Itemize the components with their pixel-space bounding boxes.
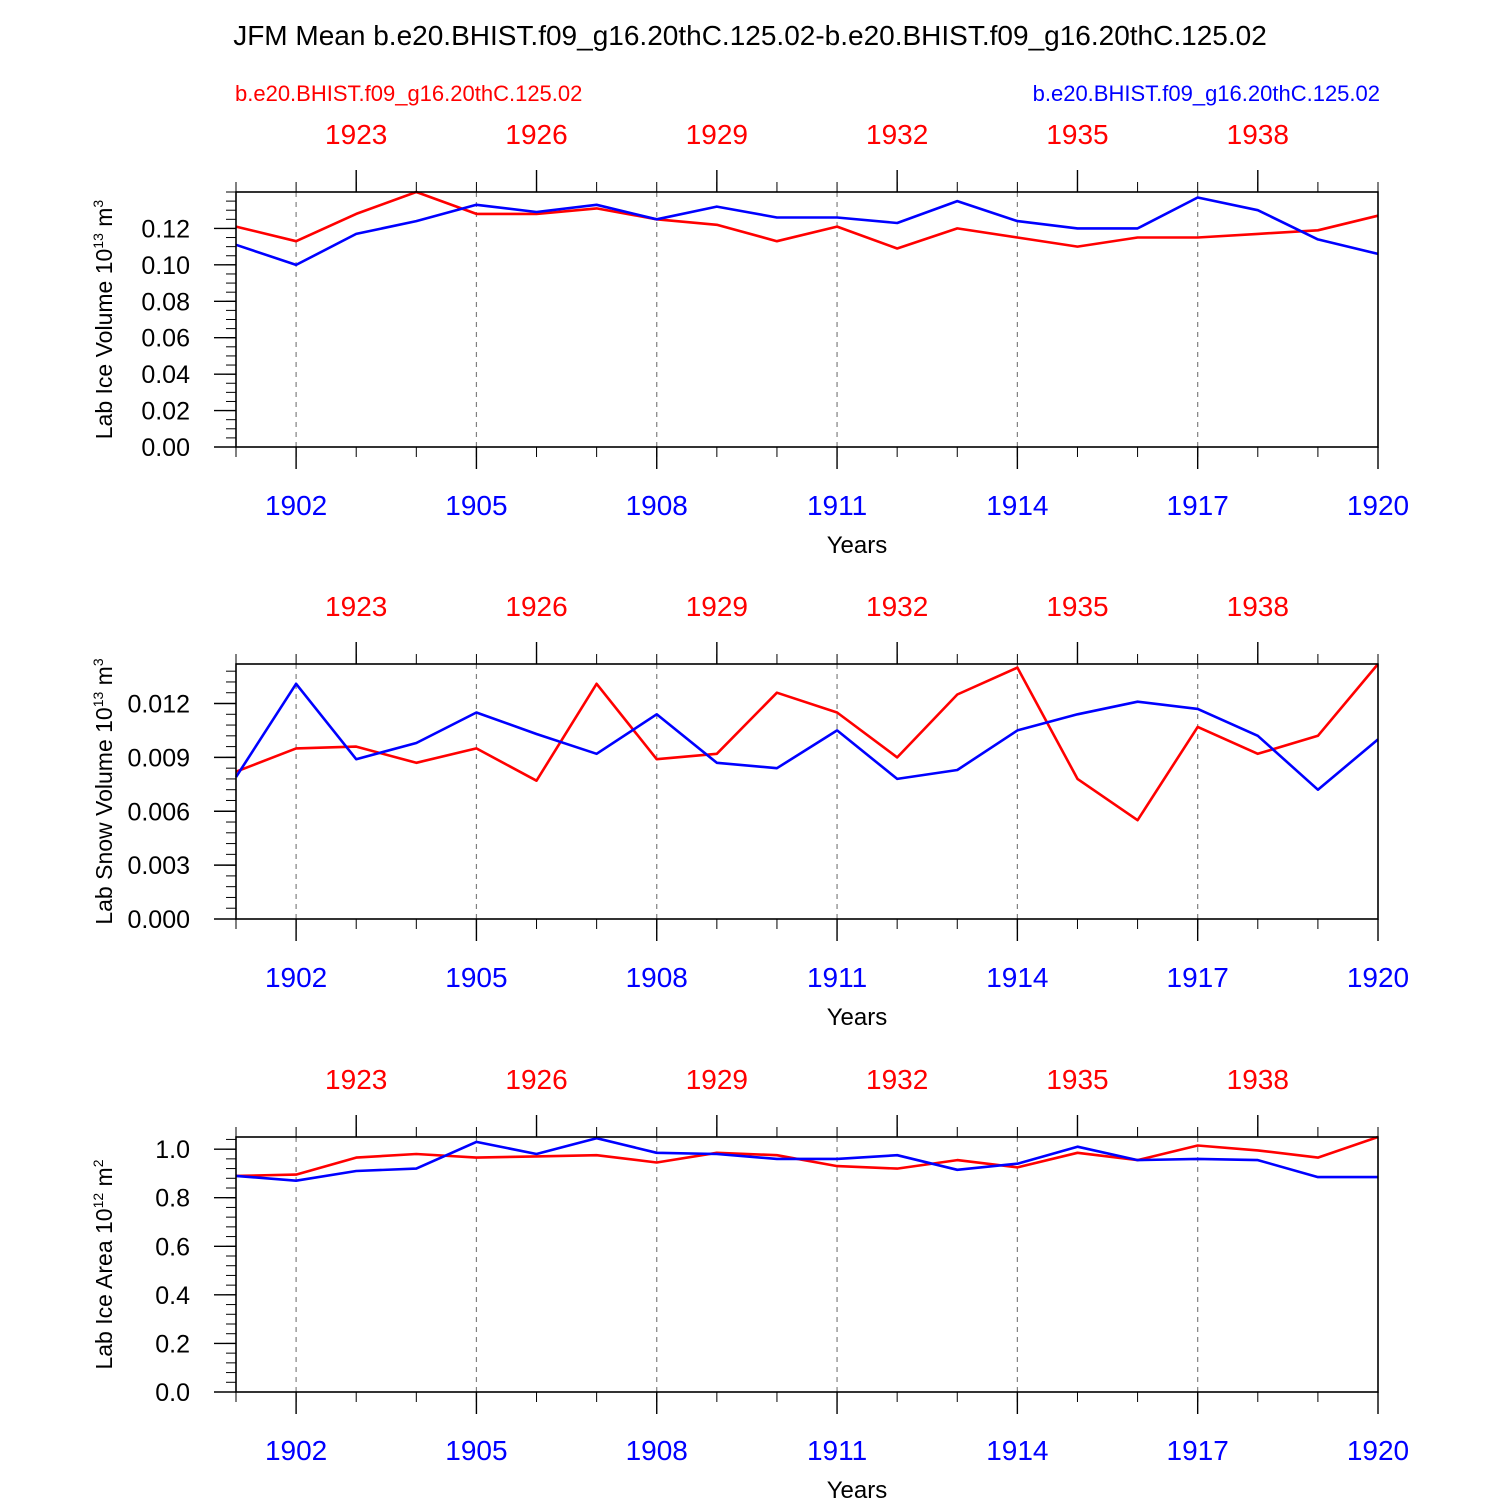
y-tick-label: 0.006 [127, 798, 190, 826]
top-tick-label: 1923 [325, 119, 387, 150]
legend-blue-case: b.e20.BHIST.f09_g16.20thC.125.02 [1033, 81, 1380, 106]
x-tick-label: 1908 [626, 962, 688, 993]
y-tick-label: 0.000 [127, 906, 190, 934]
x-tick-label: 1917 [1167, 1435, 1229, 1466]
y-tick-label: 0.08 [141, 288, 190, 316]
top-tick-label: 1926 [505, 591, 567, 622]
y-axis-label-unit-exponent: 2 [90, 1159, 106, 1167]
top-tick-label: 1929 [686, 119, 748, 150]
y-tick-label: 0.009 [127, 744, 190, 772]
x-tick-label: 1905 [445, 962, 507, 993]
x-tick-label: 1914 [986, 490, 1048, 521]
series-blue-line [235, 196, 1379, 267]
series-red-line [235, 190, 1379, 250]
y-axis-label-exponent: 13 [90, 233, 106, 249]
plot-frame [235, 1136, 1379, 1393]
panel-2: 0.000 0.003 0.006 0.009 0.012 1902 1905 1908 191… [90, 591, 1409, 1031]
y-axis-label-exponent: 12 [90, 1193, 106, 1209]
top-tick-label: 1938 [1227, 1064, 1289, 1095]
y-tick-label: 0.8 [155, 1185, 190, 1213]
y-axis-label-text: Lab Snow Volume 10 [91, 707, 117, 924]
y-axis-label-unit: m [91, 1167, 117, 1193]
x-tick-label: 1914 [986, 1435, 1048, 1466]
x-tick-label: 1908 [626, 490, 688, 521]
top-tick-label: 1926 [505, 1064, 567, 1095]
panel-3: 0.0 0.2 0.4 0.6 0.8 1.0 1902 1905 1908 1911 1914 19… [90, 1064, 1409, 1500]
y-tick-label: 0.10 [141, 252, 190, 280]
y-axis-label-text: Lab Ice Volume 10 [91, 249, 117, 440]
y-tick-label: 0.003 [127, 852, 190, 880]
top-tick-label: 1938 [1227, 591, 1289, 622]
series-blue-line [235, 1136, 1378, 1182]
x-axis-label: Years [827, 532, 888, 559]
top-tick-label: 1923 [325, 1064, 387, 1095]
x-tick-label: 1920 [1347, 490, 1409, 521]
series-red-line [235, 663, 1379, 822]
x-tick-label: 1920 [1347, 962, 1409, 993]
top-tick-label: 1932 [866, 591, 928, 622]
x-tick-label: 1911 [807, 490, 867, 521]
x-tick-label: 1902 [265, 962, 327, 993]
top-tick-label: 1926 [505, 119, 567, 150]
series-red-line [235, 1135, 1379, 1178]
x-tick-label: 1914 [986, 962, 1048, 993]
plot-frame [235, 191, 1379, 448]
y-tick-label: 0.0 [155, 1379, 190, 1407]
y-tick-label: 0.4 [155, 1282, 190, 1310]
x-tick-label: 1905 [445, 1435, 507, 1466]
panel-1: 0.00 0.02 0.04 0.06 0.08 0.10 0.12 1902 1905 1908… [90, 119, 1409, 559]
top-tick-label: 1938 [1227, 119, 1289, 150]
y-axis-label-unit-exponent: 3 [90, 200, 106, 208]
y-tick-label: 1.0 [155, 1136, 190, 1164]
y-tick-label: 0.02 [141, 398, 190, 426]
top-tick-label: 1929 [686, 1064, 748, 1095]
series-blue-line [234, 682, 1379, 792]
y-axis-label-unit: m [91, 666, 117, 692]
top-tick-label: 1932 [866, 119, 928, 150]
x-tick-label: 1902 [265, 1435, 327, 1466]
x-tick-label: 1911 [807, 962, 867, 993]
x-tick-label: 1908 [626, 1435, 688, 1466]
x-tick-label: 1917 [1167, 962, 1229, 993]
top-tick-label: 1932 [866, 1064, 928, 1095]
top-tick-label: 1923 [325, 591, 387, 622]
top-tick-label: 1929 [686, 591, 748, 622]
y-axis-label-unit: m [91, 208, 117, 234]
y-tick-label: 0.6 [155, 1233, 190, 1261]
x-tick-label: 1917 [1167, 490, 1229, 521]
x-axis-label: Years [827, 1004, 888, 1031]
y-axis-label-exponent: 13 [90, 691, 106, 707]
y-axis-label: Lab Ice Area 1012 m2 [90, 1159, 117, 1369]
x-axis-label: Years [827, 1477, 888, 1500]
y-tick-label: 0.012 [127, 691, 190, 719]
top-tick-label: 1935 [1046, 1064, 1108, 1095]
y-tick-label: 0.12 [141, 215, 190, 243]
y-tick-label: 0.2 [155, 1330, 190, 1358]
legend-red-case: b.e20.BHIST.f09_g16.20thC.125.02 [235, 81, 582, 106]
x-tick-label: 1920 [1347, 1435, 1409, 1466]
plot-frame [235, 663, 1379, 920]
y-tick-label: 0.04 [141, 361, 190, 389]
top-tick-label: 1935 [1046, 119, 1108, 150]
x-tick-label: 1911 [807, 1435, 867, 1466]
y-axis-label: Lab Snow Volume 1013 m3 [90, 658, 117, 925]
y-tick-label: 0.00 [141, 434, 190, 462]
y-axis-label-text: Lab Ice Area 10 [91, 1208, 117, 1369]
x-tick-label: 1905 [445, 490, 507, 521]
y-axis-label-unit-exponent: 3 [90, 658, 106, 666]
y-tick-label: 0.06 [141, 325, 190, 353]
y-axis-label: Lab Ice Volume 1013 m3 [90, 200, 117, 440]
chart-title: JFM Mean b.e20.BHIST.f09_g16.20thC.125.0… [233, 20, 1267, 51]
top-tick-label: 1935 [1046, 591, 1108, 622]
x-tick-label: 1902 [265, 490, 327, 521]
